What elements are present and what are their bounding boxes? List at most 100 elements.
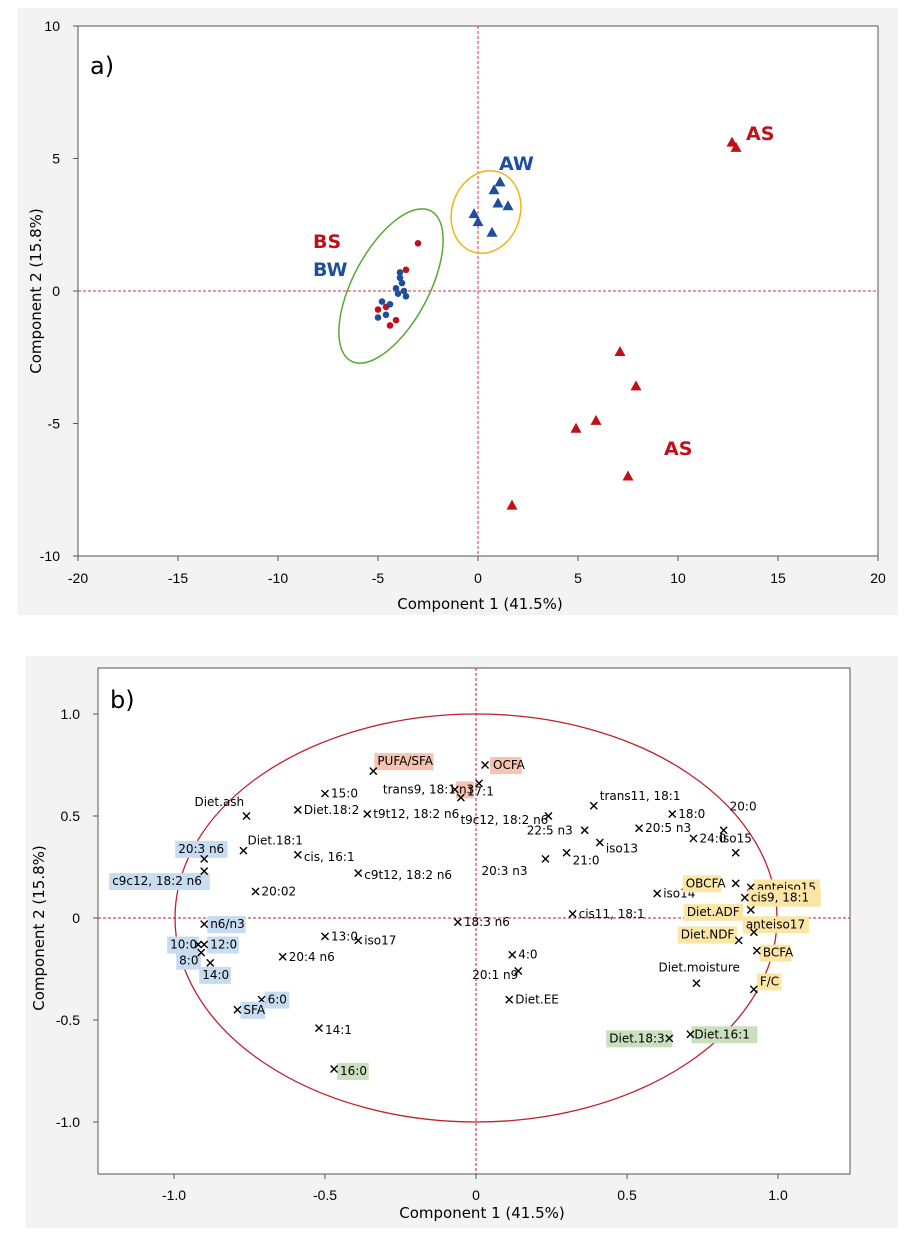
loading-label: 12:0 [210,938,237,952]
loading-label: trans9, 18:1 [383,782,456,796]
label-highlight [337,1062,369,1080]
loading-point: 24:0 [689,831,726,845]
loading-marker [251,887,260,896]
loading-point: 20:1 n9 [472,967,523,982]
label-highlight [742,916,809,934]
loading-marker [194,940,203,949]
point-aw [486,226,498,237]
loading-marker [595,838,604,847]
label-highlight [756,973,782,991]
bs-bw-ellipse [338,208,444,364]
loading-label: cis9, 18:1 [751,891,809,905]
loading-label: 21:0 [573,854,600,868]
loading-label: cis11, 18:1 [579,907,645,921]
x-tick-label: 0 [474,570,482,586]
panel-b-label: b) [110,686,135,714]
y-tick-label: -1.0 [56,1114,80,1130]
loading-point: 8:0 [176,948,206,970]
loading-marker [456,793,465,802]
loading-marker [453,918,462,927]
loading-label: n6/n3 [210,917,245,931]
loading-point: cis11, 18:1 [568,907,645,921]
loading-marker [719,826,728,835]
loading-label: 20:4 n6 [289,950,335,964]
group-label-as-lower: AS [664,438,692,460]
point-bs [402,266,410,274]
loading-label: c9c12, 18:2 n6 [112,874,202,888]
label-highlight [207,916,246,934]
point-bw [392,285,400,292]
point-bw [398,279,406,287]
loading-label: 14:0 [202,968,229,982]
label-highlight [264,991,290,1009]
loading-marker [689,834,698,843]
loading-point: iso15 [720,832,752,857]
loading-label: 16:0 [340,1064,367,1078]
point-bw [382,311,390,319]
loading-marker [635,824,644,833]
loading-point: 12:0 [200,936,239,954]
point-bs [392,316,400,324]
loading-marker [665,1034,674,1043]
loading-marker [562,848,571,857]
loading-marker [734,936,743,945]
aw-ellipse [450,169,522,255]
loading-label: 18:3 n6 [464,915,510,929]
loading-marker [589,801,598,810]
loading-point: OBCFA [682,875,740,893]
label-highlight [677,926,737,944]
loading-point: trans9, 18:1 [383,782,459,796]
x-tick-label: -1.0 [162,1187,186,1203]
point-aw [494,176,506,187]
loading-point: 14:1 [314,1023,352,1037]
loading-label: 15:0 [331,787,358,801]
loading-marker [450,785,459,794]
point-as [590,414,602,425]
loading-marker [731,879,740,888]
loading-label: Diet.18:3 [609,1031,664,1045]
x-tick-label: 5 [574,570,582,586]
loading-marker [197,948,206,957]
loading-marker [481,761,490,769]
point-aw [492,197,504,208]
loading-label: Diet.NDF [681,927,735,941]
loading-point: 6:0 [257,991,290,1009]
x-tick-label: -20 [68,570,88,586]
label-highlight [606,1030,673,1048]
point-as [622,470,634,481]
loading-point: Diet.18:3 [606,1030,674,1048]
point-as [614,345,626,356]
x-tick-label: 0.5 [617,1187,637,1203]
loading-point: cis9, 18:1 [740,889,821,907]
label-highlight [759,944,792,962]
point-aw [502,200,514,211]
group-label-bs: BS [313,231,341,253]
point-aw [488,184,500,195]
point-aw [472,216,484,227]
x-tick-label: -0.5 [313,1187,337,1203]
panel-a-chart: -20 -15 -10 -5 0 5 10 15 20 10 5 0 -5 -10 a) AS AS AW… [18,8,898,615]
loading-label: 20:3 n3 [481,864,527,878]
loading-marker [200,854,209,863]
loading-point: 20:3 n3 [481,854,550,878]
loading-label: 14:1 [325,1023,352,1037]
loading-marker [206,958,215,967]
label-highlight [240,1001,266,1019]
loading-label: Diet.ash [194,795,244,809]
loading-label: 20:02 [262,884,297,898]
loading-point: cis, 16:1 [293,850,355,864]
loading-point: 20:0 [719,799,757,835]
loading-label: c9t12, 18:2 n6 [364,868,452,882]
loading-marker [731,848,740,857]
loading-point: PUFA/SFA [369,753,434,776]
group-label-aw: AW [499,153,534,175]
loading-point: t9c12, 18:2 n6 [460,812,553,827]
label-highlight [199,966,231,984]
point-as [630,380,642,391]
loading-point: iso13 [595,838,638,856]
label-highlight [175,840,228,858]
loading-label: anteiso17 [746,917,805,931]
point-bw [394,290,402,297]
loading-point: SFA [233,1001,266,1019]
